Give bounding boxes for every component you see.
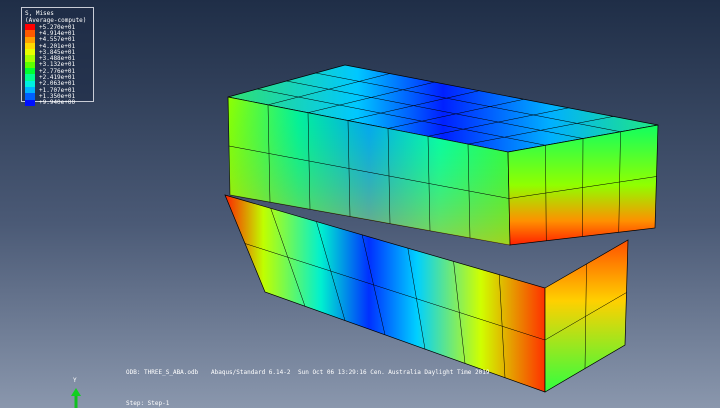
mesh-edge — [257, 88, 546, 146]
legend-title: S, Mises — [25, 10, 54, 17]
legend-entry: +2.419e+01 — [25, 74, 90, 82]
legend-swatch — [25, 24, 35, 31]
mesh-edge — [286, 80, 584, 139]
legend-entry: +1.707e+01 — [25, 86, 90, 94]
legend-value: +1.707e+01 — [39, 86, 76, 94]
legend-swatch — [25, 30, 35, 37]
legend-value: +3.488e+01 — [39, 55, 76, 63]
mesh-edge — [508, 176, 657, 199]
legend-swatch — [25, 49, 35, 56]
legend-swatch — [25, 99, 35, 106]
legend-value: +3.132e+01 — [39, 61, 76, 69]
legend-value: +4.201e+01 — [39, 42, 76, 50]
legend-swatch — [25, 86, 35, 94]
legend-entry: +4.914e+01 — [25, 29, 90, 37]
legend-entry: +3.488e+01 — [25, 55, 90, 63]
mesh-edge — [544, 292, 627, 341]
legend-entry: +4.557e+01 — [25, 36, 90, 44]
legend-swatch — [25, 80, 35, 87]
legend-swatch — [25, 55, 35, 62]
mesh-edge — [244, 243, 546, 341]
axis-triad — [71, 388, 81, 408]
contour-legend: S, Mises (Average-compute) +5.270e+01 +4.… — [21, 7, 94, 106]
legend-swatch — [25, 36, 35, 43]
legend-swatch — [25, 42, 35, 50]
legend-value: +2.419e+01 — [39, 74, 76, 82]
legend-value: +3.845e+01 — [39, 48, 76, 56]
legend-value: +4.914e+01 — [39, 29, 76, 37]
legend-value: +5.270e+01 — [39, 23, 76, 31]
legend-swatch — [25, 61, 35, 69]
mesh-edge — [315, 72, 621, 132]
solver-version: Abaqus/Standard 6.14-2 — [211, 369, 291, 376]
odb-name: ODB: THREE_S_ABA.odb — [126, 369, 199, 376]
legend-swatch — [25, 74, 35, 81]
legend-value: +9.940e+00 — [39, 99, 76, 107]
legend-entry: +3.845e+01 — [25, 48, 90, 56]
legend-entry: +5.270e+01 — [25, 23, 90, 31]
timestamp: Sun Oct 06 13:29:16 Cen. Australia Dayli… — [298, 369, 490, 376]
legend-subtitle: (Average-compute) — [25, 17, 87, 24]
legend-value: +2.776e+01 — [39, 67, 76, 75]
triad-y-label: Y — [73, 377, 77, 384]
step-label: Step: Step-1 — [126, 400, 170, 407]
legend-entry: +3.132e+01 — [25, 61, 90, 69]
y-axis-arrow-icon — [71, 388, 81, 396]
mesh-edge — [228, 145, 510, 199]
legend-value: +4.557e+01 — [39, 36, 76, 44]
legend-swatch — [25, 68, 35, 75]
legend-value: +2.063e+01 — [39, 80, 76, 88]
legend-value: +1.350e+01 — [39, 92, 76, 100]
legend-entry: +1.350e+01 — [25, 92, 90, 100]
legend-swatch — [25, 93, 35, 100]
legend-entry: +4.201e+01 — [25, 42, 90, 50]
legend-entry: +9.940e+00 — [25, 99, 90, 107]
legend-entry: +2.776e+01 — [25, 67, 90, 75]
legend-entry: +2.063e+01 — [25, 80, 90, 88]
